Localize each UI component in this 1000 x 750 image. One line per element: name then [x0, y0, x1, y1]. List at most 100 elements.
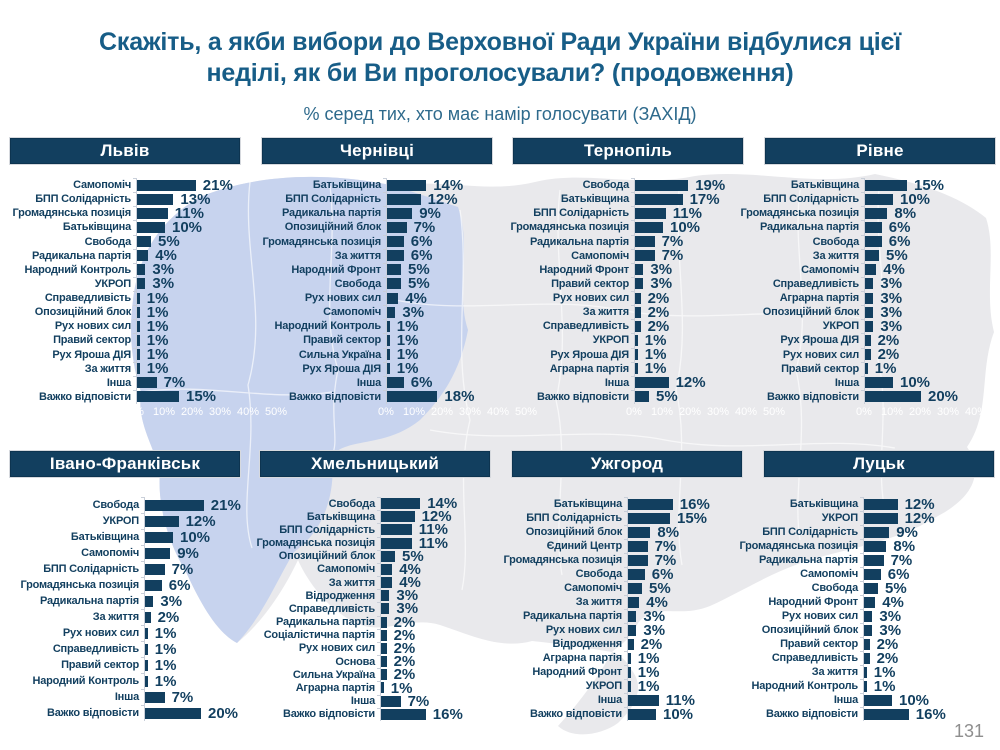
chart-row: За життя 2% [513, 303, 743, 321]
party-label: Радикальна партія [759, 221, 859, 234]
bar [381, 537, 412, 549]
party-label: Свобода [582, 179, 630, 192]
bar [145, 611, 151, 623]
party-label: Справедливість [52, 643, 139, 655]
party-label: Народний Контроль [32, 675, 139, 687]
party-label: Аграрна партія [549, 362, 630, 375]
bar-zone: 3% [860, 623, 994, 638]
bar-value: 11% [418, 521, 448, 539]
party-label-cell: Радикальна партія [759, 553, 863, 567]
bar-chart: Свобода 19% Батьківщина 17% БПП Солідарність… [510, 176, 743, 405]
chart-row: Радикальна партія 3% [10, 593, 240, 609]
party-label-cell: Опозиційний блок [10, 305, 136, 319]
chart-row: Самопоміч 4% [765, 262, 995, 277]
bar-zone: 3% [861, 291, 995, 306]
chart-row: Радикальна партія 4% [10, 248, 240, 263]
panel-header: Львів [9, 137, 241, 165]
bar-value: 10% [900, 190, 931, 208]
party-label: За життя [582, 306, 629, 319]
chart-row: Самопоміч 21% [10, 178, 240, 193]
party-label-cell: Справедливість [10, 291, 136, 305]
party-label: Аграрна партія [542, 652, 623, 664]
bar-zone: 5% [377, 549, 490, 564]
party-label-cell: Опозиційний блок [262, 220, 386, 234]
party-label: Відродження [305, 589, 375, 602]
bar [145, 547, 171, 559]
bar-zone: 2% [631, 319, 743, 334]
bar-zone: 1% [624, 679, 742, 694]
party-label: Правий сектор [551, 277, 629, 290]
party-label: За життя [328, 576, 375, 589]
chart-row: Народний Контроль 1% [262, 319, 492, 334]
bar-zone: 7% [133, 374, 240, 392]
x-axis: 0% 10% 20% 30% 40% 50% [856, 406, 1000, 420]
bar-value: 2% [647, 303, 670, 321]
bar-zone: 16% [377, 707, 490, 722]
bar [381, 669, 387, 681]
bar-value: 1% [396, 331, 419, 349]
bar [381, 695, 401, 707]
bar-zone: 10% [631, 220, 743, 235]
bar-zone: 5% [383, 276, 492, 291]
bar-value: 7% [163, 374, 186, 392]
party-label: Опозиційний блок [525, 526, 622, 538]
party-label: За життя [575, 596, 622, 608]
bar-value: 7% [171, 688, 194, 706]
party-label-cell: БПП Солідарність [762, 525, 863, 539]
bar-value: 14% [427, 495, 458, 513]
party-label-cell: Аграрна партія [765, 291, 864, 305]
city-chart-panel: Тернопіль Свобода 19% Батьківщина 17% БПП Со… [510, 137, 785, 420]
party-label: Опозиційний блок [762, 306, 859, 319]
city-chart-panel: Хмельницький Свобода 14% Батьківщина 12% БПП… [256, 450, 491, 722]
bar [865, 193, 893, 205]
bar-value: 12% [904, 495, 935, 513]
bar [628, 680, 631, 692]
party-label: Громадянська позиція [510, 221, 629, 234]
bar-value: 19% [695, 176, 726, 194]
bar-zone: 6% [141, 577, 240, 593]
party-label-cell: Радикальна партія [512, 609, 627, 623]
party-label: Громадянська позиція [20, 579, 139, 591]
bar-value: 15% [186, 388, 217, 406]
party-label-cell: За життя [262, 249, 386, 263]
bar [628, 568, 645, 580]
party-label: Рух Яроша ДІЯ [780, 334, 859, 347]
party-label-cell: Батьківщина [512, 497, 627, 511]
axis-tick-label: 20% [908, 406, 932, 418]
chart-row: За життя 5% [765, 248, 995, 263]
party-label-cell: УКРОП [764, 511, 863, 525]
party-label: Основа [335, 655, 375, 668]
chart-row: Рух нових сил 2% [260, 641, 490, 656]
bar [137, 179, 196, 191]
party-label-cell: Рух нових сил [262, 291, 386, 305]
chart-row: Батьківщина 16% [512, 497, 742, 512]
party-label-cell: Правий сектор [10, 657, 144, 673]
party-label-cell: За життя [10, 362, 136, 376]
party-label-cell: БПП Солідарність [10, 192, 136, 206]
bar-value: 3% [402, 303, 425, 321]
bar [865, 391, 921, 403]
bar-zone: 2% [377, 667, 490, 682]
page-subtitle: % серед тих, хто має намір голосувати (З… [303, 104, 697, 124]
bar-value: 6% [410, 233, 433, 251]
axis-tick-label: 20% [678, 406, 702, 418]
party-label-cell: Інша [765, 376, 864, 390]
bar [628, 638, 634, 650]
bar [864, 610, 873, 622]
chart-row: Народний Контроль 1% [751, 679, 994, 694]
party-label: Радикальна партія [522, 610, 622, 622]
chart-row: УКРОП 12% [764, 511, 994, 526]
bar-zone: 3% [377, 588, 490, 603]
party-label: Самопоміч [564, 582, 622, 594]
party-label: БПП Солідарність [285, 193, 381, 206]
party-label-cell: Сильна Україна [262, 348, 386, 362]
axis-tick-label: 50% [992, 406, 1000, 418]
bar [387, 363, 390, 375]
party-label-cell: Соціалістична партія [260, 629, 380, 642]
chart-row: Свобода 6% [512, 567, 742, 582]
bar-zone: 3% [624, 609, 742, 624]
party-label: Свобода [92, 499, 140, 511]
bar-zone: 15% [133, 388, 240, 406]
bar-zone: 3% [377, 601, 490, 616]
bar [864, 694, 892, 706]
